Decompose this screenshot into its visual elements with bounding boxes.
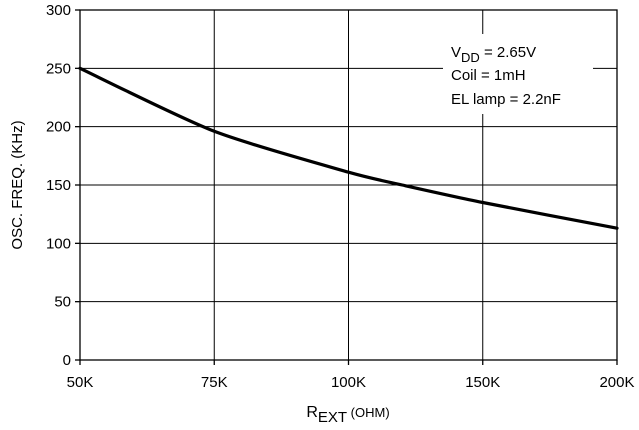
annotation-el-lamp: EL lamp = 2.2nF [451,91,561,108]
x-tick-label: 150K [465,374,500,391]
y-tick-labels: 0 50 100 150 200 250 300 [46,2,80,369]
x-tick-label: 75K [201,374,228,391]
grid-lines [80,10,617,360]
x-tick-label: 100K [331,374,366,391]
y-axis-title: OSC. FREQ. (KHz) [9,120,26,249]
y-tick-label: 50 [54,294,71,311]
annotation-vdd: VDD = 2.65V [451,44,536,65]
annotation-vdd-value: = 2.65V [480,44,536,61]
x-axis-title-unit: (OHM) [347,405,390,420]
x-axis-title-main: R [306,404,318,421]
x-axis-title-sub: EXT [318,409,347,426]
x-axis-title: REXT (OHM) [306,404,389,426]
x-tick-labels: 50K 75K 100K 150K 200K [67,360,635,391]
annotation-box [443,34,593,114]
x-tick-label: 50K [67,374,94,391]
x-tick-label: 200K [599,374,634,391]
y-tick-label: 100 [46,235,71,252]
y-tick-label: 0 [63,352,71,369]
y-tick-label: 150 [46,177,71,194]
annotation-vdd-main: V [451,44,461,61]
annotation-coil: Coil = 1mH [451,67,526,84]
annotation-vdd-sub: DD [461,50,480,65]
y-tick-label: 300 [46,2,71,19]
y-tick-label: 250 [46,60,71,77]
y-tick-label: 200 [46,119,71,136]
frequency-curve [78,66,619,230]
